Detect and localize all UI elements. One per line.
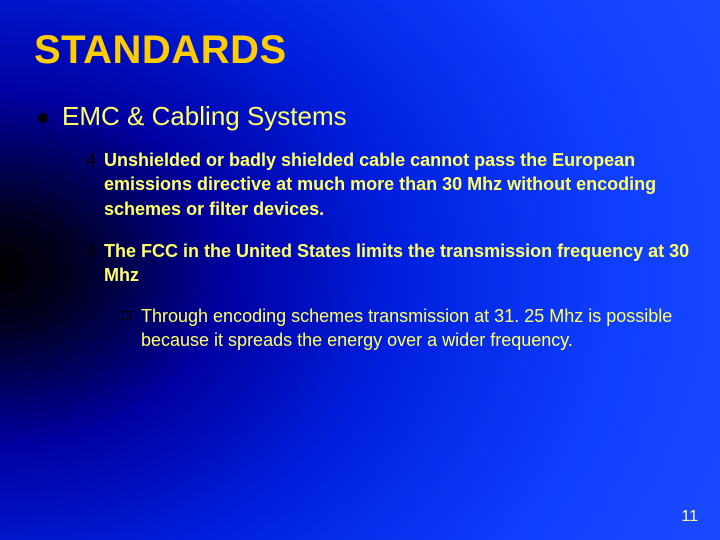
slide-title: STANDARDS <box>34 28 692 73</box>
slide-container: STANDARDS EMC & Cabling Systems 4 Unshie… <box>0 0 720 540</box>
page-number: 11 <box>681 508 698 526</box>
level1-text: EMC & Cabling Systems <box>62 101 347 132</box>
level3-item-1: Through encoding schemes transmission at… <box>122 305 692 352</box>
level2-text-1: Unshielded or badly shielded cable canno… <box>104 148 692 221</box>
level2-item-1: 4 Unshielded or badly shielded cable can… <box>86 148 692 221</box>
checkmark-icon: 4 <box>86 150 96 171</box>
level2-item-2: 4 The FCC in the United States limits th… <box>86 239 692 288</box>
level1-item: EMC & Cabling Systems <box>38 101 692 132</box>
level2-text-2: The FCC in the United States limits the … <box>104 239 692 288</box>
square-bullet-icon <box>122 311 131 320</box>
level3-text-1: Through encoding schemes transmission at… <box>141 305 692 352</box>
bullet-disc-icon <box>38 113 48 123</box>
checkmark-icon: 4 <box>86 241 96 262</box>
